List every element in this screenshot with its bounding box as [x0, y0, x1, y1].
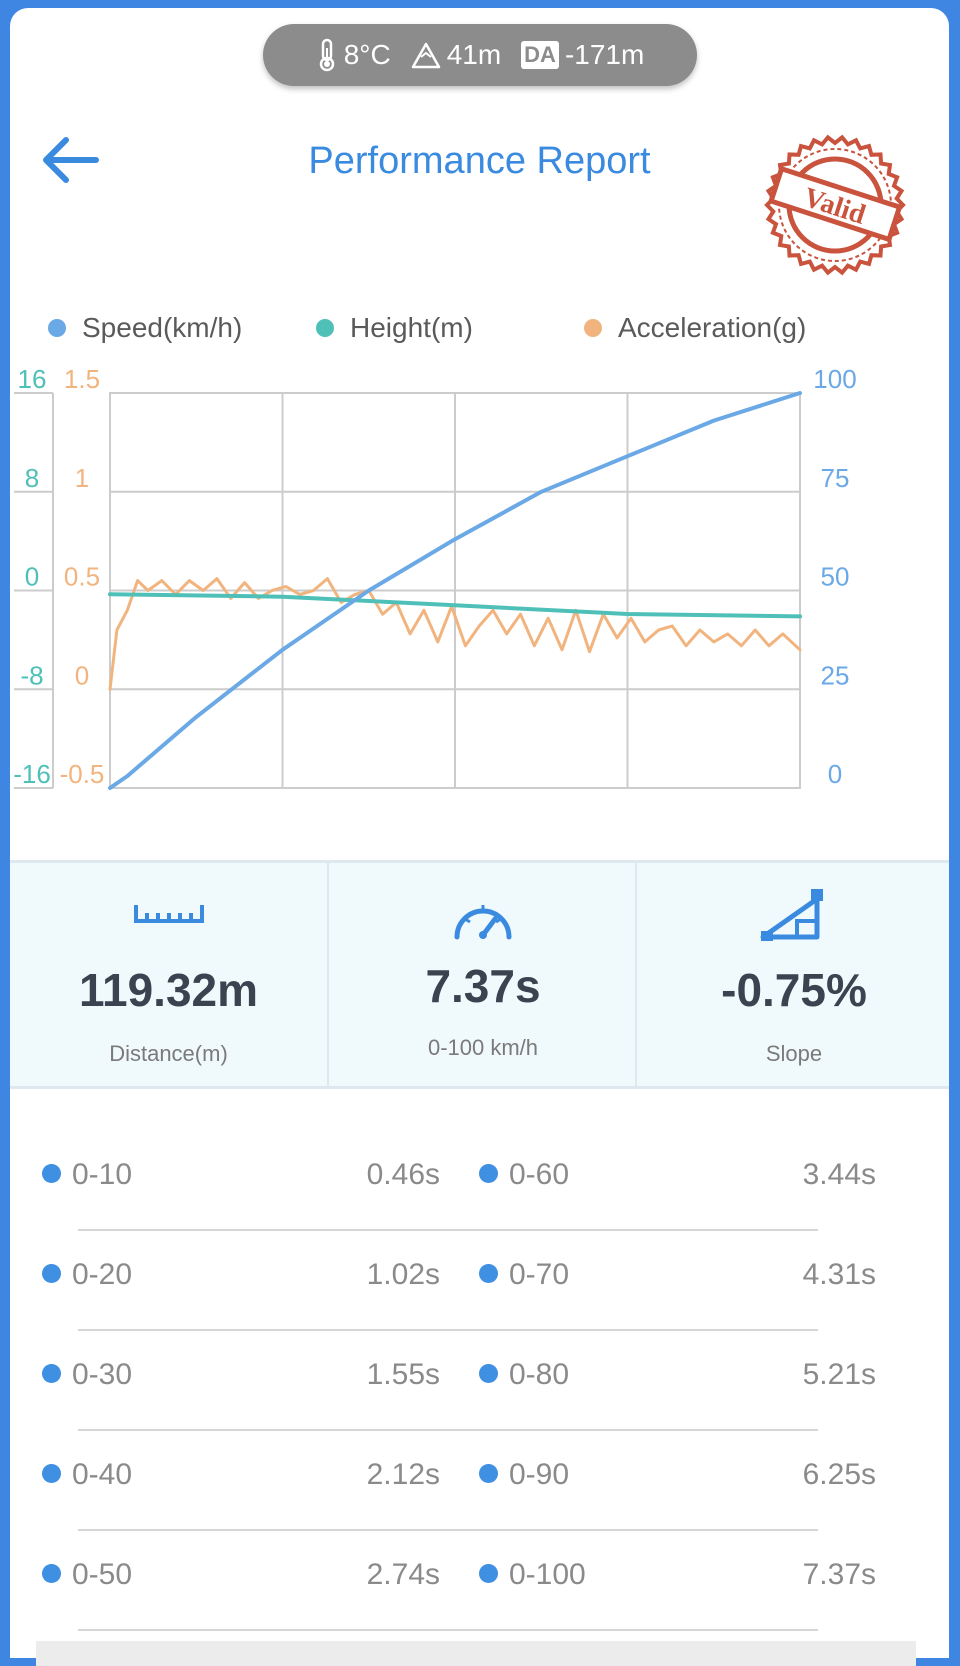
- stat-distance-value: 119.32m: [78, 964, 259, 1016]
- thermometer-icon: [319, 38, 334, 72]
- split-label: 0-100: [509, 1558, 586, 1591]
- legend-height-marker: [316, 319, 334, 337]
- report-card: 8°C 41m DA -171m Performance Report: [10, 8, 949, 1658]
- split-marker: [479, 1264, 498, 1283]
- legend-height-label: Height(m): [350, 312, 473, 343]
- split-label: 0-60: [509, 1158, 570, 1191]
- speed-tick-label: 25: [821, 660, 850, 690]
- split-label: 0-80: [509, 1358, 570, 1391]
- stat-distance-label: Distance(m): [109, 1041, 228, 1066]
- performance-chart: 16 1.5 100 8 1 75 0 0.5 50 -8 0 25 -16 -0.5 0: [13, 368, 857, 790]
- height-series-line: [108, 592, 802, 619]
- ruler-icon: [133, 905, 204, 923]
- split-time: 3.44s: [802, 1158, 876, 1191]
- split-marker: [479, 1564, 498, 1583]
- page-title: Performance Report: [308, 140, 651, 182]
- legend-speed-marker: [48, 319, 66, 337]
- split-label: 0-70: [509, 1258, 570, 1291]
- acceleration-tick-label: 0.5: [64, 562, 100, 592]
- split-row: 0-50 2.74s 0-100 7.37s: [10, 1528, 949, 1631]
- split-time: 1.02s: [366, 1258, 440, 1291]
- split-label: 0-30: [72, 1358, 133, 1391]
- split-marker: [42, 1564, 61, 1583]
- acceleration-tick-label: 1.5: [64, 368, 100, 394]
- split-time: 7.37s: [802, 1558, 876, 1591]
- row-divider: [78, 1429, 818, 1431]
- temperature-item: 8°C: [316, 38, 391, 72]
- speed-tick-label: 100: [813, 368, 856, 394]
- speed-tick-label: 75: [821, 463, 850, 493]
- legend-height[interactable]: Height(m): [316, 312, 473, 344]
- split-time: 1.55s: [366, 1358, 440, 1391]
- speed-series-line: [108, 391, 802, 790]
- legend-speed-label: Speed(km/h): [82, 312, 243, 343]
- stat-acceleration-time-value: 7.37s: [425, 960, 541, 1012]
- speed-tick-label: 0: [828, 759, 842, 789]
- height-tick-label: 16: [18, 368, 47, 394]
- legend-acceleration-label: Acceleration(g): [618, 312, 807, 343]
- split-marker: [479, 1364, 498, 1383]
- stat-slope: -0.75% Slope: [635, 863, 949, 1086]
- stat-acceleration-time-label: 0-100 km/h: [427, 1035, 539, 1060]
- acceleration-series-line: [108, 577, 802, 691]
- stat-acceleration-time: 7.37s 0-100 km/h: [327, 863, 637, 1086]
- acceleration-tick-label: -0.5: [60, 759, 105, 789]
- acceleration-tick-label: 1: [75, 463, 89, 493]
- split-marker: [479, 1164, 498, 1183]
- density-altitude-badge: DA: [521, 41, 559, 69]
- split-label: 0-90: [509, 1458, 570, 1491]
- altitude-value: 41m: [446, 39, 502, 70]
- arrow-left-icon: [43, 137, 99, 183]
- height-tick-label: 8: [25, 463, 39, 493]
- slope-icon: [760, 889, 823, 941]
- legend-acceleration-marker: [584, 319, 602, 337]
- legend-acceleration[interactable]: Acceleration(g): [584, 312, 806, 344]
- row-divider: [78, 1529, 818, 1531]
- split-marker: [42, 1364, 61, 1383]
- split-time: 0.46s: [366, 1158, 440, 1191]
- split-row: 0-10 0.46s 0-60 3.44s: [10, 1128, 949, 1231]
- row-divider: [78, 1329, 818, 1331]
- valid-stamp: Valid: [755, 130, 915, 280]
- legend-speed[interactable]: Speed(km/h): [48, 312, 242, 344]
- density-altitude-item: DA -171m: [521, 39, 644, 71]
- density-altitude-value: -171m: [564, 39, 645, 70]
- speed-tick-label: 50: [821, 562, 850, 592]
- stat-slope-label: Slope: [765, 1041, 823, 1066]
- row-divider: [78, 1629, 818, 1631]
- split-row: 0-30 1.55s 0-80 5.21s: [10, 1328, 949, 1431]
- height-tick-label: -16: [13, 759, 51, 789]
- split-label: 0-20: [72, 1258, 133, 1291]
- split-time: 2.12s: [366, 1458, 440, 1491]
- mountain-icon: [411, 42, 440, 69]
- environment-pill: 8°C 41m DA -171m: [263, 24, 697, 86]
- stats-panel: 119.32m Distance(m) 7.37s 0-100 km/h -0.…: [10, 860, 949, 1089]
- bottom-bar: [36, 1641, 916, 1666]
- split-marker: [42, 1264, 61, 1283]
- back-button[interactable]: [34, 130, 104, 190]
- split-label: 0-40: [72, 1458, 133, 1491]
- split-label: 0-50: [72, 1558, 133, 1591]
- acceleration-tick-label: 0: [75, 660, 89, 690]
- split-marker: [479, 1464, 498, 1483]
- stat-slope-value: -0.75%: [721, 964, 867, 1016]
- split-time: 5.21s: [802, 1358, 876, 1391]
- split-label: 0-10: [72, 1158, 133, 1191]
- split-marker: [42, 1464, 61, 1483]
- altitude-item: 41m: [411, 39, 501, 71]
- height-tick-label: 0: [25, 562, 39, 592]
- split-marker: [42, 1164, 61, 1183]
- row-divider: [78, 1229, 818, 1231]
- temperature-value: 8°C: [343, 39, 391, 70]
- split-time: 4.31s: [802, 1258, 876, 1291]
- split-time: 6.25s: [802, 1458, 876, 1491]
- height-tick-label: -8: [20, 660, 43, 690]
- split-row: 0-40 2.12s 0-90 6.25s: [10, 1428, 949, 1531]
- split-row: 0-20 1.02s 0-70 4.31s: [10, 1228, 949, 1331]
- split-time: 2.74s: [366, 1558, 440, 1591]
- stat-distance: 119.32m Distance(m): [10, 863, 327, 1086]
- speedometer-icon: [454, 905, 512, 940]
- chart-legend: Speed(km/h) Height(m) Acceleration(g): [38, 312, 938, 352]
